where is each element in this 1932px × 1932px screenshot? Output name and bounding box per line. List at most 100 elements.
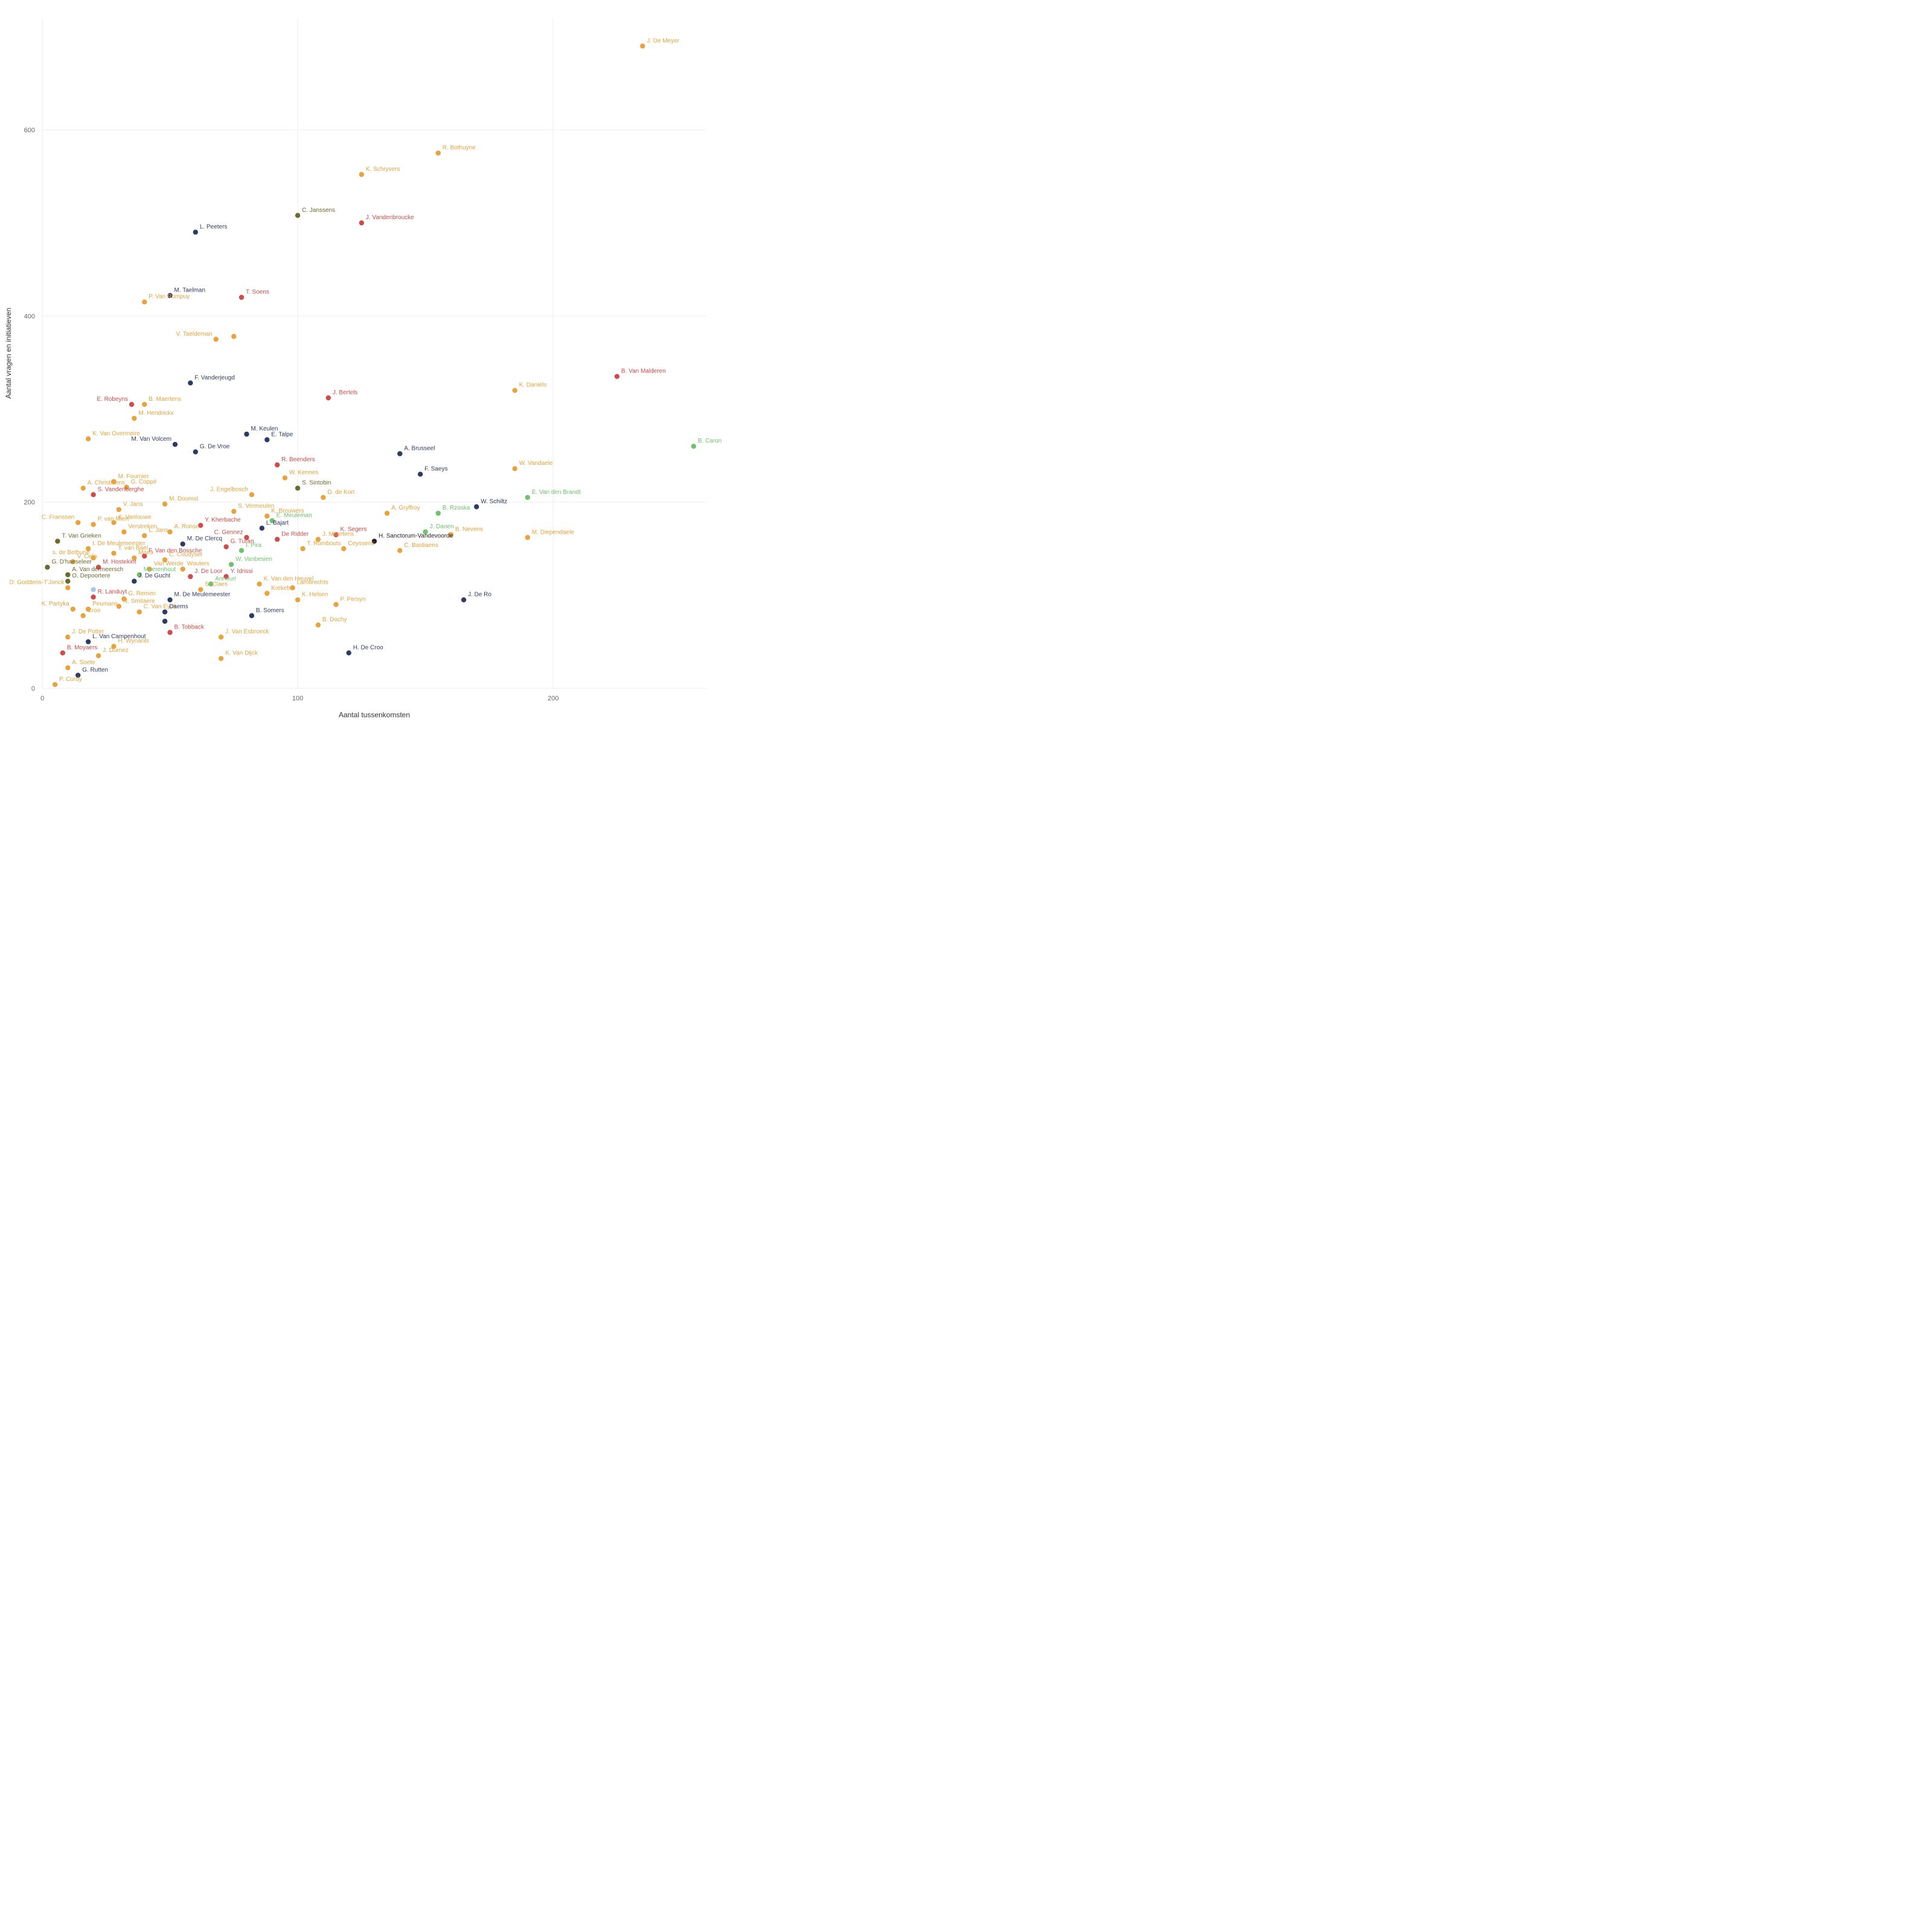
data-point xyxy=(80,485,85,490)
data-point xyxy=(231,509,236,514)
data-point xyxy=(65,635,70,639)
data-point-label: L. Bajart xyxy=(266,520,289,526)
data-point xyxy=(260,526,264,531)
data-point-label: M. De Meulemeester xyxy=(174,592,231,598)
data-point-label: E. Talpe xyxy=(271,431,293,438)
data-point-label: K. Van Dijck xyxy=(225,650,258,657)
data-point xyxy=(316,622,321,627)
data-point-label: Y. Idrissi xyxy=(231,568,253,575)
data-point-label: Daems xyxy=(169,604,188,610)
data-point xyxy=(111,551,116,555)
data-point xyxy=(326,395,331,400)
data-point-label: S. Vermeulen xyxy=(238,503,274,510)
data-point xyxy=(418,472,423,476)
data-point xyxy=(321,495,325,500)
data-point xyxy=(142,299,147,304)
data-point-label: P. Persyn xyxy=(341,596,366,603)
data-point-label: R. Beenders xyxy=(281,456,315,463)
data-point-label: C. Coudyser xyxy=(169,551,203,558)
data-point xyxy=(231,334,236,339)
scatter-chart: 01002000200400600Aantal tussenkomstenAan… xyxy=(0,0,724,724)
data-point-label: W. Vandaele xyxy=(519,460,553,467)
data-point xyxy=(239,295,244,299)
data-point-label: H. Sanctorum-Vandevoorde xyxy=(379,533,453,539)
data-point xyxy=(229,562,234,567)
data-point xyxy=(691,444,696,449)
data-point-label: T. Rombouts xyxy=(307,540,341,547)
data-point xyxy=(359,220,364,225)
data-point xyxy=(223,544,228,549)
data-point xyxy=(275,462,280,467)
data-point-label: Croo xyxy=(88,607,101,614)
data-point-label: E. Meuleman xyxy=(277,513,312,519)
x-tick-label: 100 xyxy=(292,695,303,702)
data-point xyxy=(142,402,147,407)
data-point-label: S. Sintobin xyxy=(302,480,331,487)
data-point xyxy=(397,548,402,553)
y-axis-label: Aantal vragen en initiatieven xyxy=(4,308,13,399)
data-point-label: M. Diependaele xyxy=(532,529,574,536)
y-tick-label: 400 xyxy=(24,313,35,320)
data-point xyxy=(91,587,95,592)
data-point xyxy=(436,511,441,516)
data-point-label: A. Soete xyxy=(72,659,95,666)
data-point-label: L. Jans xyxy=(149,527,168,534)
data-point-label: Y. Kherbache xyxy=(205,517,241,523)
data-point-label: B. Moyaers xyxy=(67,644,98,651)
data-point xyxy=(96,653,101,658)
data-point xyxy=(188,574,193,579)
data-point xyxy=(283,475,287,480)
data-point-label: W. Vanbesien xyxy=(235,556,272,563)
data-point-label: A. Ronse xyxy=(174,523,200,530)
data-point xyxy=(295,485,300,490)
data-point-label: A. Brusseel xyxy=(404,446,435,452)
data-point-label: S. Vandenberghe xyxy=(98,486,145,493)
data-point xyxy=(137,609,142,614)
data-point xyxy=(65,585,70,590)
data-point-label: C. Gennez xyxy=(214,529,243,536)
data-point xyxy=(65,665,70,670)
data-point xyxy=(461,597,466,602)
data-point-label: A. Gryffroy xyxy=(391,505,420,511)
data-point xyxy=(65,579,70,584)
data-point xyxy=(275,537,280,542)
data-point xyxy=(525,535,530,540)
data-point-label: B. Van Malderen xyxy=(621,368,666,375)
data-point xyxy=(525,495,530,500)
data-point-label: J. Van Esbroeck xyxy=(225,629,269,635)
data-point-label: P. Van Rompuy xyxy=(149,293,190,300)
data-point xyxy=(132,579,136,584)
data-point-label: I. Pira xyxy=(246,542,262,549)
data-point xyxy=(167,529,172,534)
data-point xyxy=(71,607,75,612)
data-point xyxy=(359,172,364,177)
data-point xyxy=(132,416,136,421)
data-point xyxy=(129,402,134,407)
data-point-label: S. Claes xyxy=(205,581,228,588)
data-point xyxy=(91,492,95,497)
data-point-label: T. Soens xyxy=(246,289,269,296)
data-point xyxy=(167,630,172,635)
data-point xyxy=(188,380,193,385)
data-point xyxy=(193,229,198,234)
data-point-label: J. De Ro xyxy=(468,592,491,598)
data-point-label: Lambrechts xyxy=(297,580,328,586)
data-point xyxy=(397,451,402,456)
data-point-label: G. Remen xyxy=(128,590,156,597)
data-point xyxy=(162,619,167,624)
data-point xyxy=(91,522,95,526)
data-point-label: G. Rutten xyxy=(82,667,108,673)
data-point xyxy=(121,529,126,534)
data-point xyxy=(264,591,269,596)
data-point-label: K. Helsen xyxy=(302,592,328,598)
data-point xyxy=(249,613,254,618)
data-point-label: M. Van Volcem xyxy=(131,436,171,443)
data-point-label: M. Taelman xyxy=(174,287,206,293)
data-point-label: B. Nevens xyxy=(455,526,483,533)
data-point xyxy=(180,542,185,546)
data-point xyxy=(111,520,116,525)
x-axis-label: Aantal tussenkomsten xyxy=(339,711,410,719)
data-point xyxy=(385,511,389,516)
data-point-label: J. Maertens xyxy=(322,531,354,537)
data-point-label: J. Bertels xyxy=(333,389,358,396)
